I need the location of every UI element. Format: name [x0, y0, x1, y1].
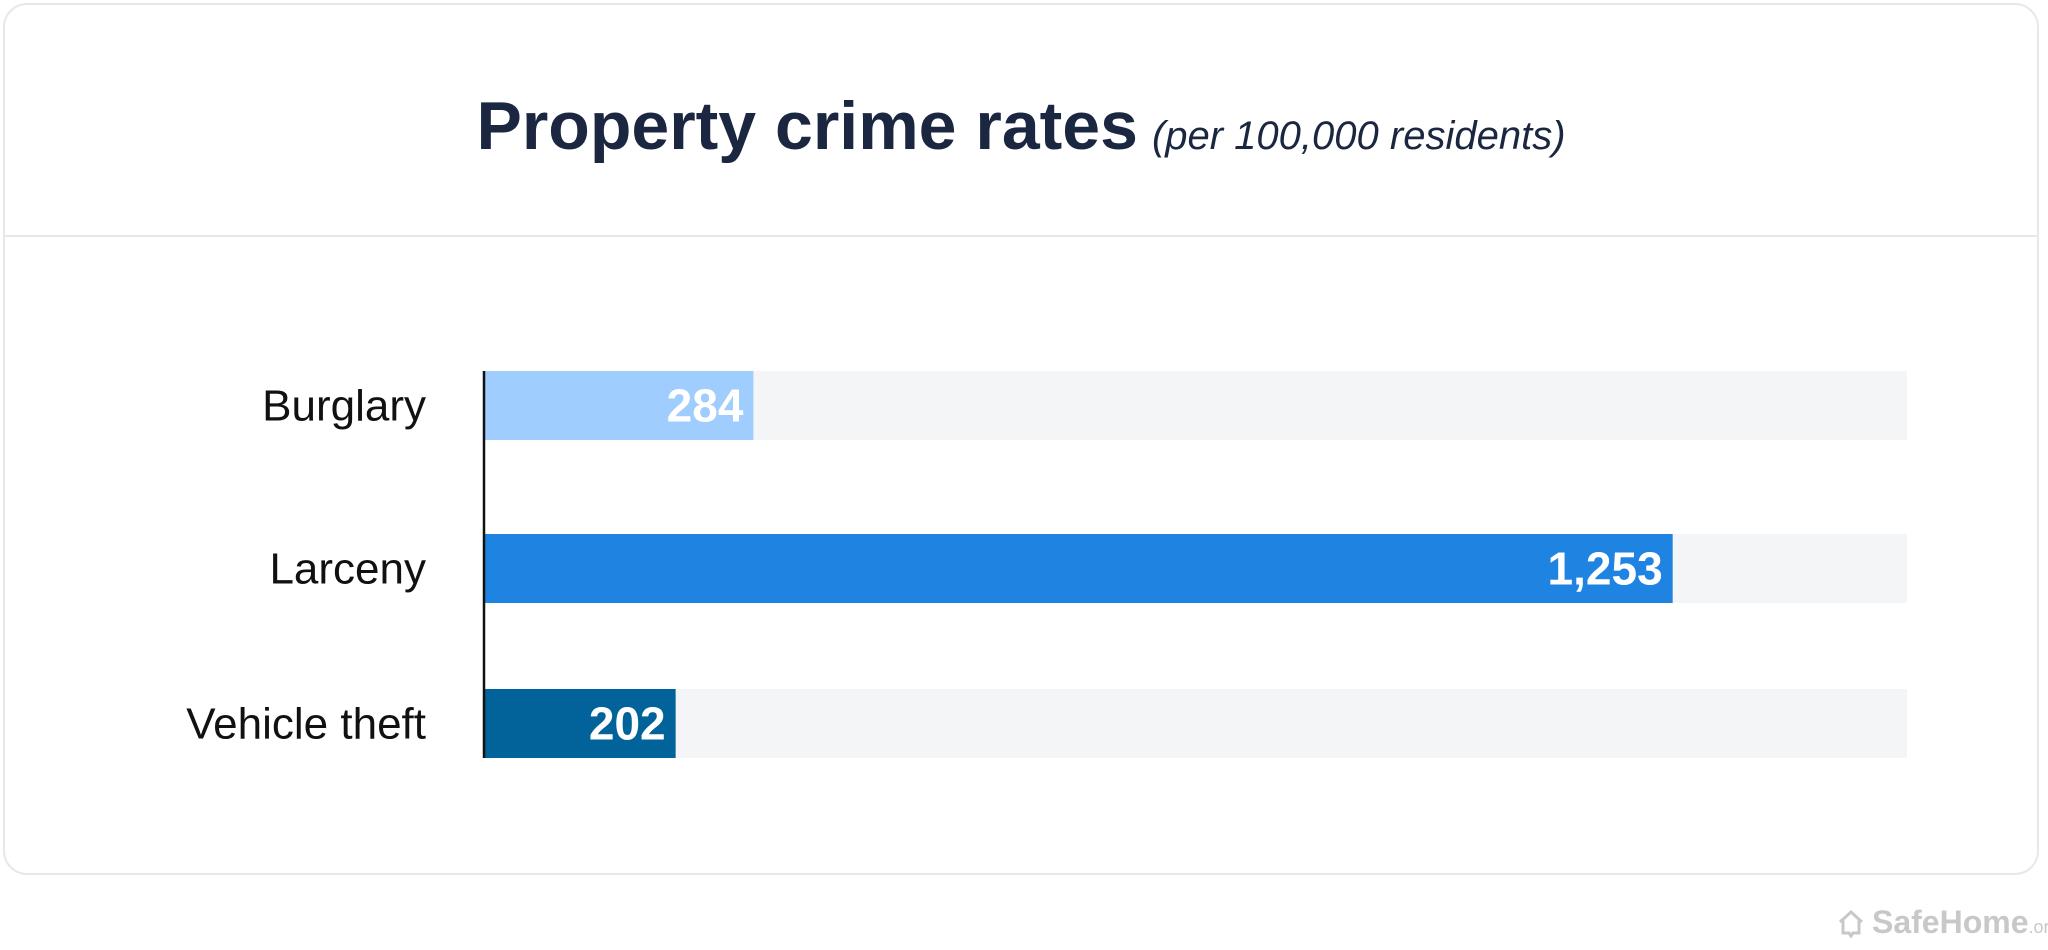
logo-name: SafeHome: [1872, 904, 2029, 940]
value-label: 202: [589, 698, 666, 750]
category-label: Burglary: [262, 382, 426, 431]
chart-title: Property crime rates (per 100,000 residen…: [5, 87, 2037, 165]
chart-header: Property crime rates (per 100,000 residen…: [5, 5, 2037, 237]
bar-larceny: [484, 534, 1673, 603]
bar-track: [484, 689, 1907, 758]
bar-burglary: [484, 371, 754, 440]
safehome-logo: SafeHome.org: [1836, 904, 2048, 941]
title-main: Property crime rates: [476, 88, 1138, 164]
category-label: Larceny: [269, 545, 426, 594]
bar-vehicle-theft: [484, 689, 676, 758]
logo-suffix: .org: [2028, 917, 2048, 937]
value-label: 1,253: [1548, 543, 1663, 595]
house-icon: [1838, 909, 1864, 938]
category-label: Vehicle theft: [186, 700, 426, 749]
value-label: 284: [667, 380, 744, 432]
title-subtitle: (per 100,000 residents): [1151, 114, 1566, 158]
